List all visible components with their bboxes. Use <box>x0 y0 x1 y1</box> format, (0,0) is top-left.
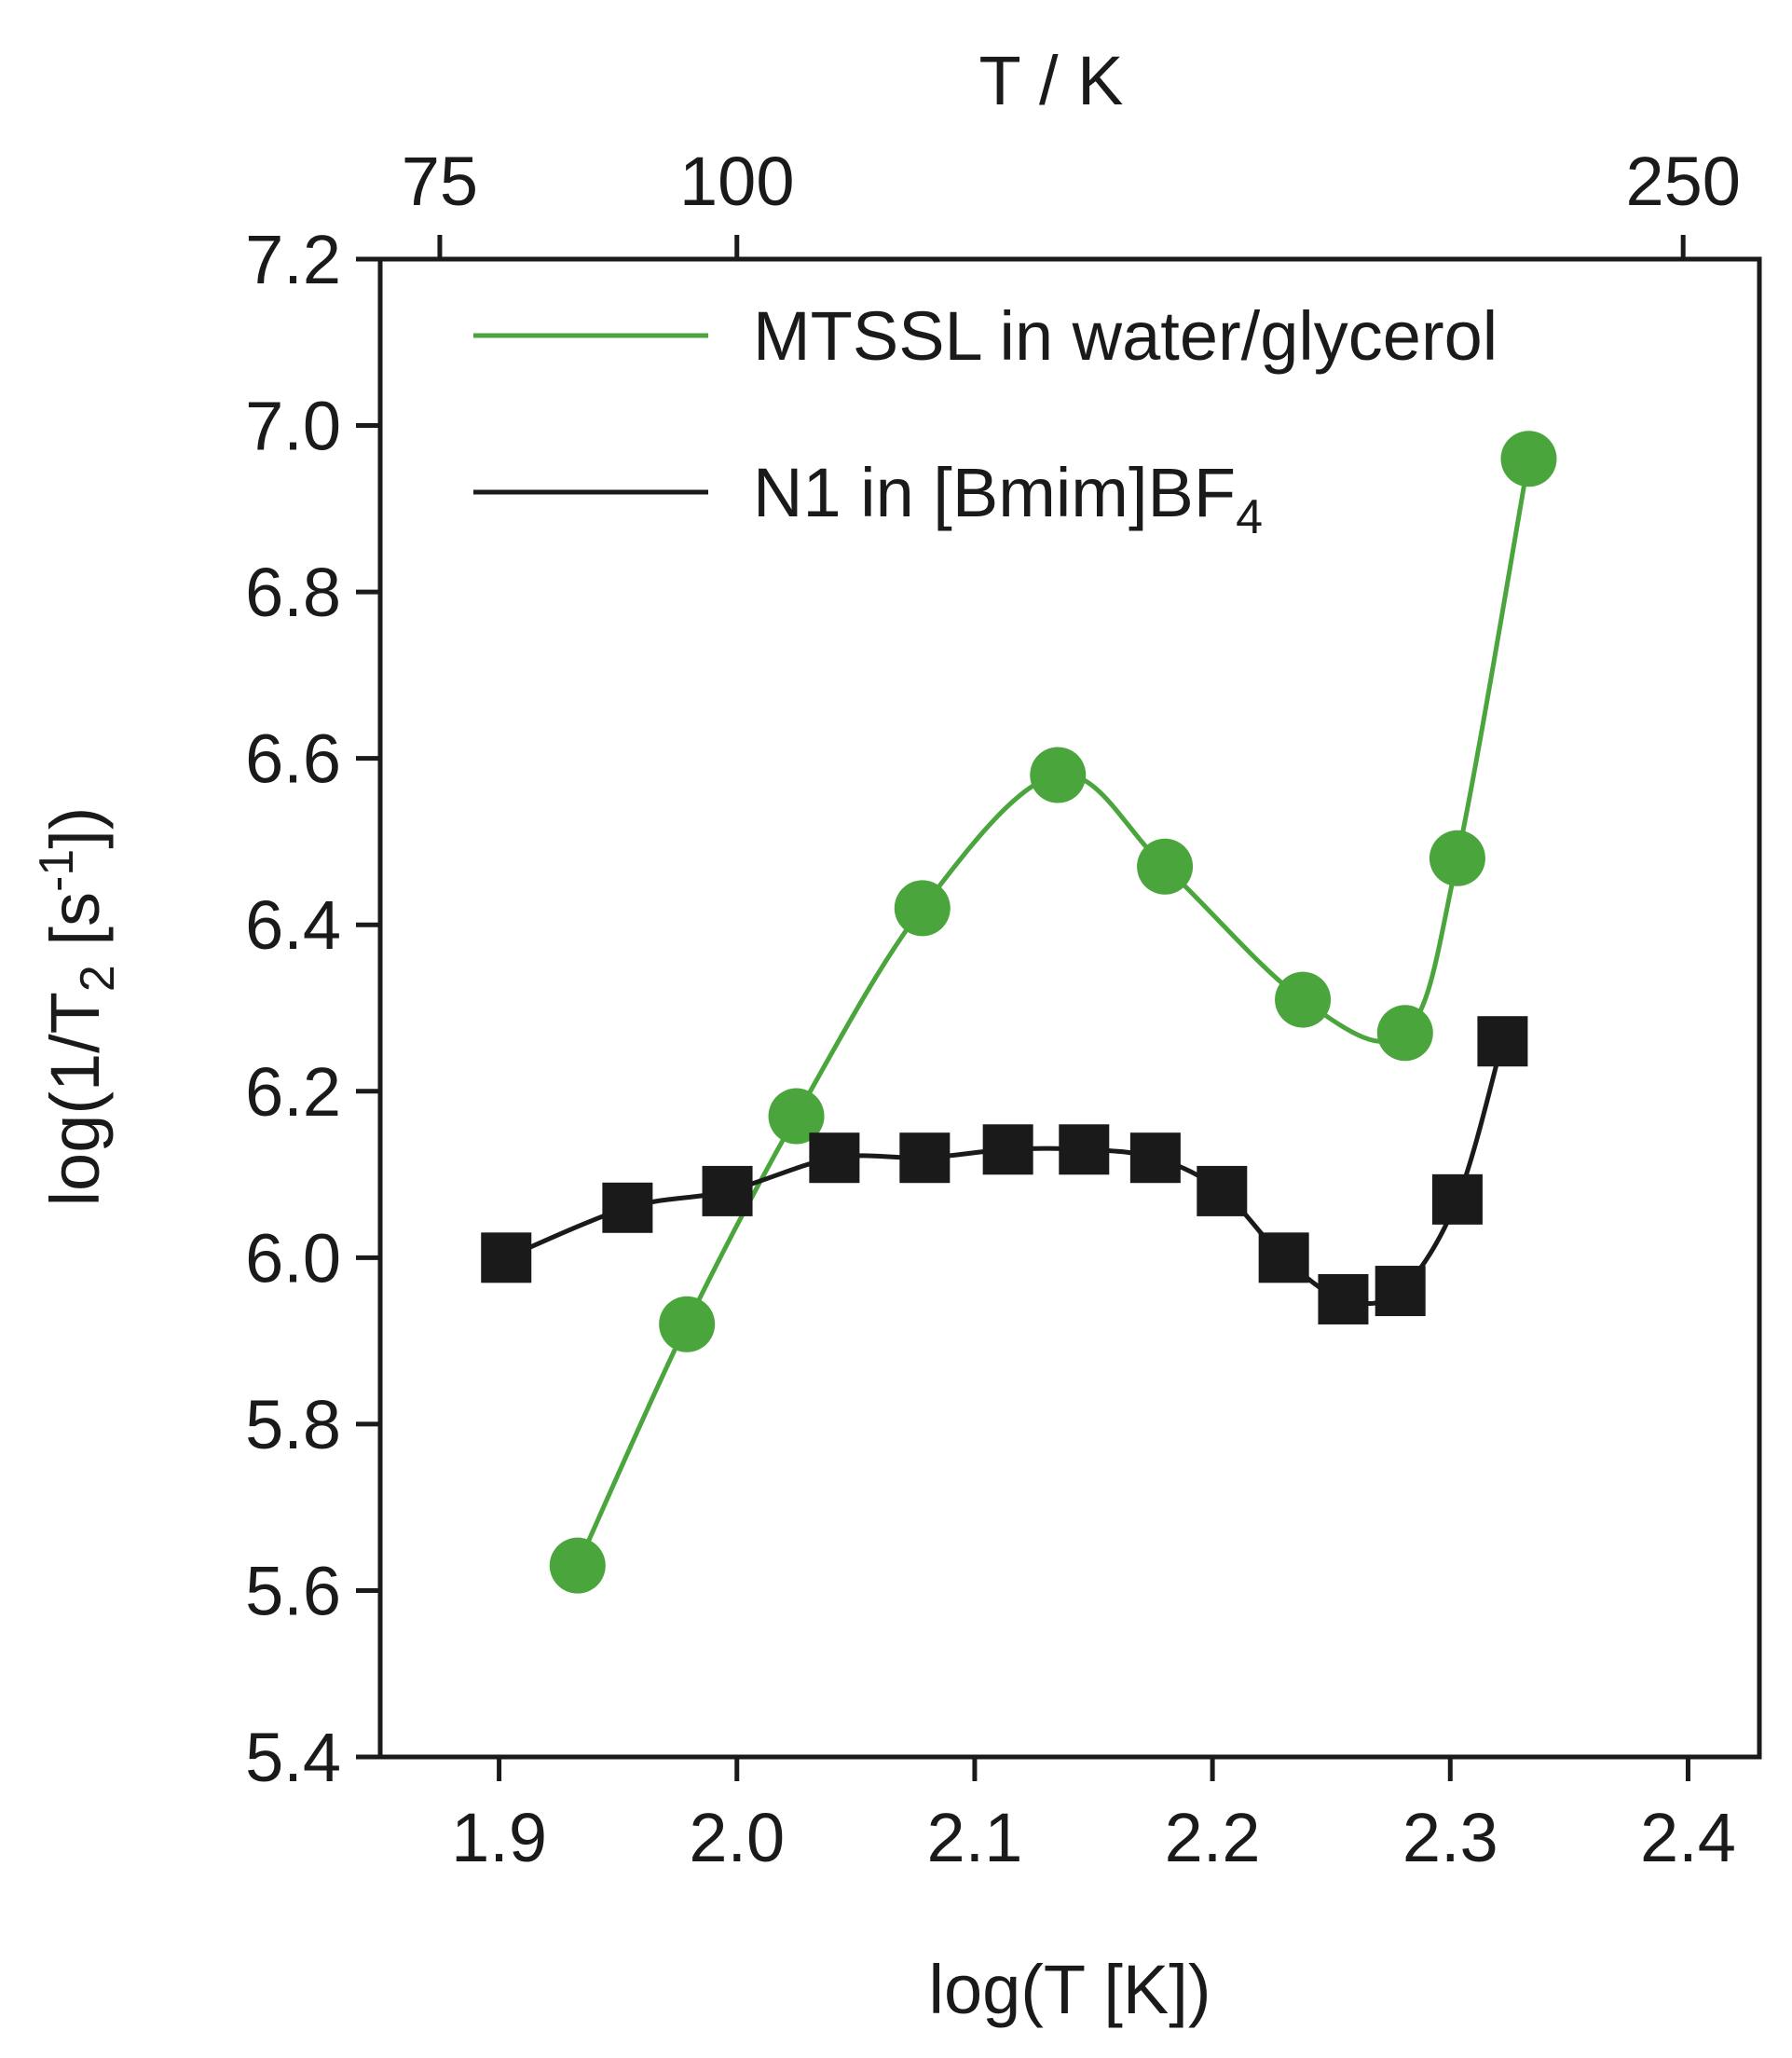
data-point-n1 <box>702 1165 753 1216</box>
x-axis-title: log(T [K]) <box>929 1951 1211 2028</box>
top-tick-label: 100 <box>679 143 794 220</box>
legend: MTSSL in water/glycerol N1 in [Bmim]BF4 <box>473 297 1498 544</box>
x-tick-label: 2.0 <box>689 1799 785 1876</box>
y-tick-label: 6.4 <box>245 886 341 964</box>
legend-label-n1-subscript: 4 <box>1236 490 1263 544</box>
data-point-mtssl <box>894 880 951 937</box>
y-tick-label: 6.8 <box>245 554 341 631</box>
top-tick-label: 250 <box>1625 143 1740 220</box>
data-point-n1 <box>1318 1273 1369 1324</box>
legend-label-n1: N1 in [Bmim]BF4 <box>753 454 1263 544</box>
top-axis-title: T / K <box>979 42 1124 119</box>
data-point-n1 <box>1431 1173 1483 1225</box>
data-point-mtssl <box>768 1088 825 1145</box>
x-tick-label: 2.3 <box>1402 1799 1498 1876</box>
series-markers <box>481 431 1557 1594</box>
y-axis-title-subscript: 2 <box>71 965 125 992</box>
y-tick-label: 5.8 <box>245 1386 341 1463</box>
data-point-mtssl <box>549 1537 606 1594</box>
data-point-n1 <box>982 1124 1033 1175</box>
y-axis-title: log(1/T2 [s-1]) <box>30 807 125 1207</box>
data-point-mtssl <box>1429 830 1485 886</box>
y-tick-label: 7.2 <box>245 221 341 298</box>
y-tick-label: 7.0 <box>245 388 341 465</box>
y-tick-label: 6.6 <box>245 720 341 798</box>
data-point-n1 <box>1258 1232 1309 1283</box>
axis-ticks: 1.9 2.0 2.1 2.2 2.3 2.4 5.4 5.6 5.8 6.0 6.2 6.4 6.6 6… <box>245 143 1741 1876</box>
y-axis-title-part: log(1/T <box>36 992 114 1206</box>
data-point-n1 <box>481 1232 532 1283</box>
plot-frame <box>377 256 1762 1760</box>
y-axis-title-part: [s <box>36 892 114 965</box>
y-tick-label: 5.6 <box>245 1552 341 1629</box>
y-axis-title-part: ]) <box>36 807 114 849</box>
data-point-n1 <box>809 1132 860 1184</box>
legend-label-n1-main: N1 in [Bmim]BF <box>753 454 1236 531</box>
data-point-mtssl <box>1137 838 1194 895</box>
data-point-n1 <box>602 1182 653 1233</box>
data-point-mtssl <box>1500 431 1557 487</box>
data-point-n1 <box>1375 1266 1426 1317</box>
data-point-n1 <box>1059 1124 1110 1175</box>
x-tick-label: 2.2 <box>1165 1799 1261 1876</box>
x-tick-label: 2.1 <box>926 1799 1022 1876</box>
data-point-n1 <box>1129 1132 1181 1184</box>
series-lines <box>505 458 1531 1567</box>
legend-label-mtssl: MTSSL in water/glycerol <box>753 297 1498 375</box>
y-axis-title-superscript: -1 <box>30 849 84 892</box>
data-point-mtssl <box>1376 1005 1433 1062</box>
data-point-mtssl <box>659 1296 716 1352</box>
top-tick-label: 75 <box>402 143 478 220</box>
data-point-n1 <box>1197 1165 1248 1216</box>
data-point-n1 <box>1477 1016 1528 1067</box>
x-tick-label: 2.4 <box>1640 1799 1736 1876</box>
x-tick-label: 1.9 <box>451 1799 547 1876</box>
data-point-mtssl <box>1030 747 1087 803</box>
y-tick-label: 6.2 <box>245 1053 341 1131</box>
y-tick-label: 6.0 <box>245 1219 341 1297</box>
data-point-n1 <box>899 1132 951 1184</box>
y-tick-label: 5.4 <box>245 1719 341 1796</box>
data-point-mtssl <box>1275 971 1332 1028</box>
series-line-0 <box>575 458 1531 1567</box>
